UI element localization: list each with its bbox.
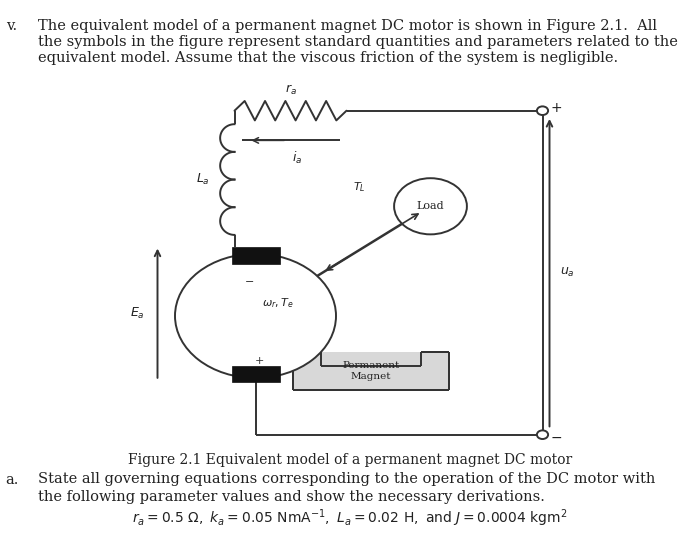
Text: $E_a$: $E_a$ <box>130 306 145 321</box>
Text: $T_L$: $T_L$ <box>354 180 366 194</box>
Text: Figure 2.1 Equivalent model of a permanent magnet DC motor: Figure 2.1 Equivalent model of a permane… <box>128 453 572 467</box>
Text: a.: a. <box>6 472 19 487</box>
Text: State all governing equations corresponding to the operation of the DC motor wit: State all governing equations correspond… <box>38 472 656 487</box>
Text: +: + <box>551 101 563 115</box>
Text: −: − <box>245 276 255 287</box>
Text: The equivalent model of a permanent magnet DC motor is shown in Figure 2.1.  All: The equivalent model of a permanent magn… <box>38 19 657 33</box>
Circle shape <box>394 178 467 234</box>
Text: the following parameter values and show the necessary derivations.: the following parameter values and show … <box>38 490 545 504</box>
Text: $u_a$: $u_a$ <box>560 266 575 279</box>
Text: $\omega_r, T_e$: $\omega_r, T_e$ <box>262 296 294 310</box>
Text: Permanent
Magnet: Permanent Magnet <box>342 361 400 381</box>
Bar <box>293 352 449 390</box>
Bar <box>232 366 280 382</box>
Bar <box>232 247 280 264</box>
Text: $r_a$: $r_a$ <box>284 83 297 97</box>
Text: $r_a = 0.5\ \Omega,\ k_a = 0.05\ \mathrm{NmA}^{-1},\ L_a = 0.02\ \mathrm{H},\ \m: $r_a = 0.5\ \Omega,\ k_a = 0.05\ \mathrm… <box>132 508 568 529</box>
Circle shape <box>537 430 548 439</box>
Text: equivalent model. Assume that the viscous friction of the system is negligible.: equivalent model. Assume that the viscou… <box>38 51 619 65</box>
Text: $i_a$: $i_a$ <box>293 150 302 166</box>
Text: $L_a$: $L_a$ <box>196 172 210 187</box>
Circle shape <box>537 106 548 115</box>
Text: v.: v. <box>6 19 17 33</box>
Text: Load: Load <box>416 201 444 211</box>
Text: +: + <box>254 356 264 366</box>
Text: −: − <box>551 430 563 444</box>
Circle shape <box>175 254 336 378</box>
Text: the symbols in the figure represent standard quantities and parameters related t: the symbols in the figure represent stan… <box>38 35 678 49</box>
